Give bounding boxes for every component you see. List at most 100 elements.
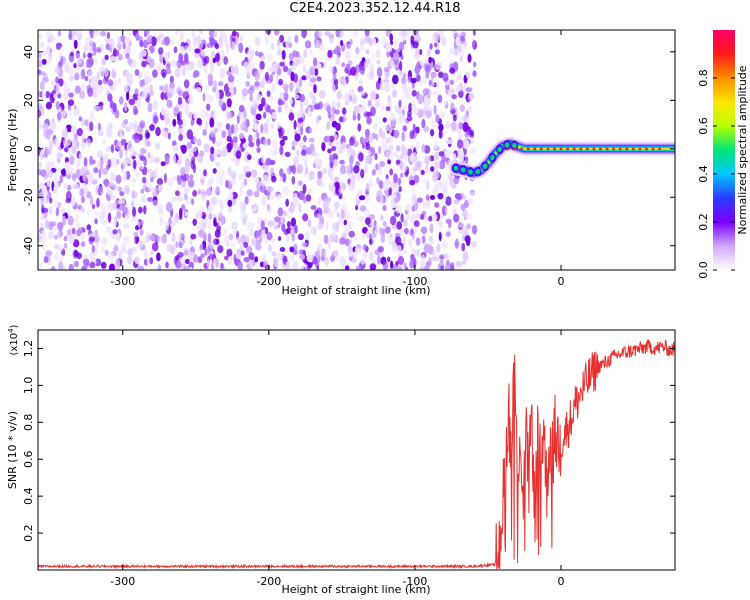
spectrogram-speckle (364, 34, 371, 44)
signal-peak-dot (645, 147, 648, 151)
spectrogram-speckle (292, 196, 299, 207)
spectrogram-speckle (389, 215, 397, 226)
spectrogram-speckle (249, 51, 254, 61)
spectrogram-speckle (302, 196, 307, 204)
spectrogram-speckle (364, 155, 371, 165)
spectrogram-speckle (95, 242, 99, 249)
spectrogram-speckle (328, 64, 334, 73)
spectrogram-speckle (137, 160, 142, 169)
spectrogram-speckle (232, 136, 238, 143)
spectrogram-speckle (50, 122, 57, 130)
spectrogram-speckle (115, 140, 122, 151)
spectrogram-speckle (117, 78, 122, 84)
spectrogram-speckle (344, 91, 349, 101)
spectrogram-speckle (387, 94, 392, 103)
spectrogram-speckle (218, 81, 224, 87)
spectrogram-speckle (332, 222, 339, 230)
spectrogram-speckle (453, 199, 460, 205)
spectrogram-speckle (74, 85, 81, 94)
spectrogram-speckle (399, 60, 403, 71)
spectrogram-speckle (364, 208, 371, 218)
colorbar-gradient (713, 30, 735, 270)
colorbar-tick-label: 0.8 (697, 69, 710, 87)
spectrogram-speckle (368, 251, 375, 261)
spectrogram-speckle (322, 204, 330, 215)
spectrogram-speckle (261, 97, 266, 107)
spectrogram-speckle (256, 147, 261, 153)
spectrogram-speckle (98, 84, 104, 95)
spectrogram-speckle (254, 71, 260, 81)
spectrogram-speckle (359, 90, 366, 96)
spectrogram-speckle (303, 98, 309, 106)
signal-peak-dot (553, 147, 556, 151)
spectrogram-speckle (408, 102, 413, 113)
spectrogram-speckle (215, 175, 222, 185)
x-tick-label: -100 (402, 575, 427, 588)
spectrogram-speckle (434, 42, 438, 48)
spectrogram-speckle (183, 192, 188, 201)
spectrogram-speckle (316, 265, 320, 270)
spectrogram-speckle (143, 249, 148, 258)
spectrogram-speckle (188, 111, 194, 119)
spectrogram-speckle (423, 215, 429, 223)
spectrogram-speckle (297, 233, 304, 240)
spectrogram-speckle (80, 232, 86, 242)
spectrogram-speckle (240, 234, 247, 245)
spectrogram-speckle (388, 144, 394, 151)
spectrogram-speckle (205, 84, 210, 91)
spectrogram-speckle (107, 212, 112, 223)
spectrogram-speckle (346, 50, 351, 58)
spectrogram-speckle (438, 231, 442, 242)
signal-peak-dot (566, 147, 570, 151)
spectrogram-speckle (435, 114, 440, 123)
spectrogram-speckle (339, 237, 346, 245)
spectrogram-speckle (67, 215, 74, 226)
spectrogram-speckle (349, 136, 355, 146)
spectrogram-speckle (279, 145, 284, 155)
spectrogram-speckle (317, 242, 323, 251)
spectrogram-speckle (210, 50, 216, 59)
spectrogram-speckle (351, 95, 358, 105)
spectrogram-speckle (399, 172, 404, 178)
spectrogram-speckle (117, 53, 123, 61)
spectrogram-speckle (421, 118, 426, 129)
spectrogram-speckle (173, 106, 180, 115)
spectrogram-speckle (255, 131, 260, 138)
spectrogram-speckle (449, 79, 455, 85)
spectrogram-speckle (175, 261, 182, 269)
spectrogram-speckle (433, 152, 440, 162)
spectrogram-speckle (421, 144, 426, 153)
spectrogram-speckle (260, 123, 264, 134)
spectrogram-speckle (41, 58, 47, 65)
spectrogram-speckle (210, 146, 215, 154)
spectrogram-speckle (165, 68, 172, 75)
spectrogram-speckle (41, 184, 47, 193)
spectrogram-speckle (445, 263, 452, 270)
spectrogram-speckle (48, 33, 55, 42)
spectrogram-speckle (285, 234, 290, 243)
spectrogram-speckle (375, 48, 381, 59)
spectrogram-speckle (57, 201, 62, 209)
spectrogram-speckle (447, 89, 453, 97)
y-tick-label: 0.4 (22, 487, 35, 505)
spectrogram-speckle (331, 101, 338, 107)
spectrogram-speckle (360, 257, 366, 265)
spectrogram-speckle (97, 122, 101, 131)
spectrogram-speckle (107, 93, 113, 102)
spectrogram-speckle (290, 217, 297, 227)
spectrogram-speckle (274, 146, 278, 155)
spectrogram-speckle (159, 54, 164, 64)
spectrogram-speckle (76, 229, 82, 237)
spectrogram-speckle (41, 204, 45, 214)
spectrogram-speckle (69, 51, 74, 57)
spectrogram-speckle (47, 250, 53, 256)
spectrogram-speckle (178, 134, 183, 141)
spectrogram-speckle (101, 237, 108, 246)
spectrogram-speckle (92, 204, 95, 210)
spectrogram-speckle (387, 256, 391, 263)
spectrogram-speckle (348, 230, 355, 238)
spectrogram-speckle (68, 263, 74, 270)
spectrogram-speckle (208, 30, 216, 38)
spectrogram-speckle (63, 80, 68, 89)
spectrogram-speckle (346, 43, 352, 49)
